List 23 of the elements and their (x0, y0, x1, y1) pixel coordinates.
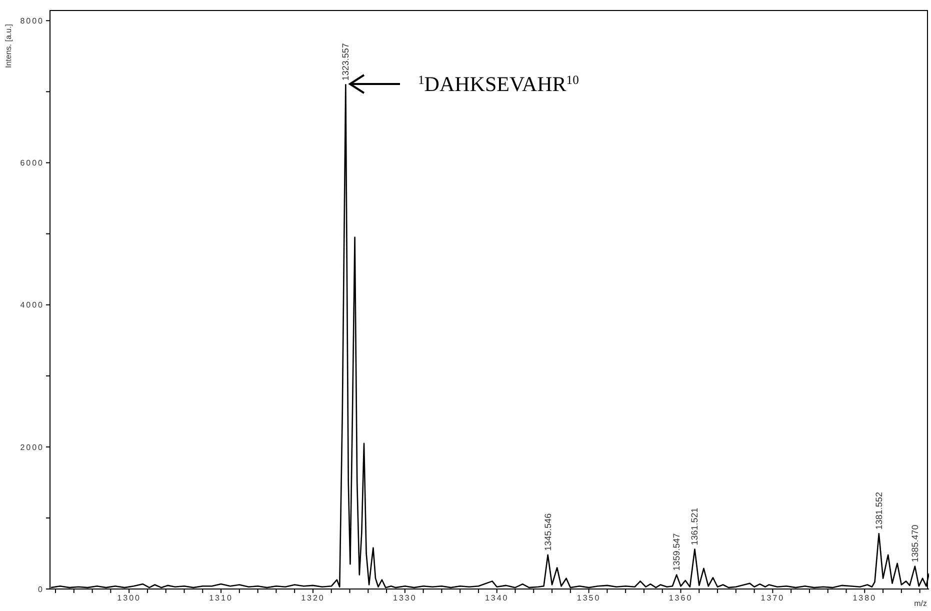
y-tick-label: 2000 (20, 442, 44, 452)
annotation: 1381.552 (874, 492, 884, 530)
y-tick-label: 6000 (20, 158, 44, 168)
y-tick-label: 0 (38, 584, 44, 594)
x-tick-label: 1370 (760, 594, 785, 603)
x-tick-label: 1320 (301, 594, 325, 603)
x-tick-label: 1380 (852, 594, 877, 603)
annotation: 1361.521 (690, 508, 700, 546)
x-axis-title: m/z (914, 599, 927, 608)
y-tick-label: 8000 (20, 16, 44, 26)
annotation: $^{1}$DAHKSEVAHR$^{10}$ (418, 72, 579, 96)
x-tick-label: 1310 (209, 594, 233, 603)
x-tick-label: 1300 (117, 594, 141, 603)
x-tick-label: 1340 (484, 594, 509, 603)
y-axis-title: Intens. [a.u.] (4, 24, 13, 68)
annotation: 1359.547 (672, 533, 682, 571)
y-tick-label: 4000 (20, 300, 44, 310)
annotation: 1345.546 (542, 513, 553, 551)
annotation: 1385.470 (910, 524, 920, 562)
annotation: 1323.557 (340, 43, 351, 81)
x-tick-label: 1330 (393, 594, 417, 603)
x-tick-label: 1350 (576, 594, 601, 603)
x-tick-label: 1360 (668, 594, 693, 603)
